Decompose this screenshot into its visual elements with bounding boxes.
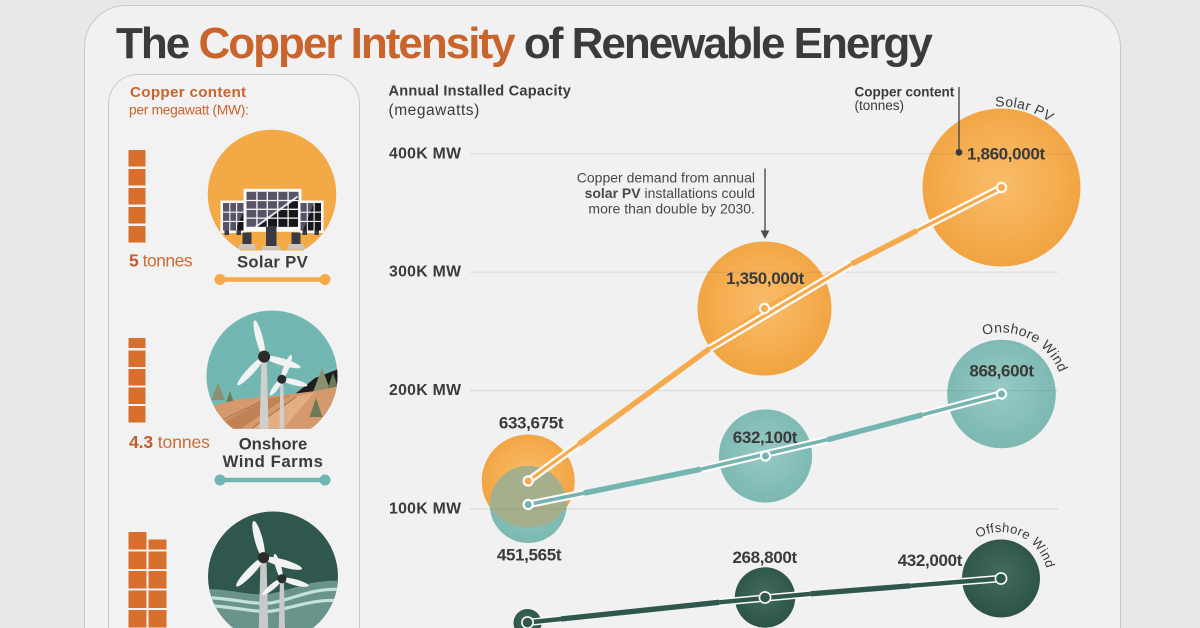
svg-text:632,100t: 632,100t [733,428,798,447]
svg-text:100K MW: 100K MW [389,500,461,517]
svg-text:200K MW: 200K MW [389,382,461,399]
svg-text:(megawatts): (megawatts) [389,102,480,119]
svg-text:432,000t: 432,000t [898,551,963,570]
svg-text:1,350,000t: 1,350,000t [726,269,804,288]
svg-text:Copper demand from annual: Copper demand from annual [577,170,755,186]
svg-text:Copper content: Copper content [130,84,246,101]
svg-text:868,600t: 868,600t [969,362,1034,381]
svg-text:Onshore: Onshore [239,435,308,454]
svg-text:The Copper Intensity of Renewa: The Copper Intensity of Renewable Energy [116,19,933,68]
svg-text:633,675t: 633,675t [499,414,564,433]
svg-text:300K MW: 300K MW [389,264,461,281]
svg-text:451,565t: 451,565t [497,545,562,564]
svg-text:Solar PV: Solar PV [237,253,309,272]
svg-text:Annual Installed Capacity: Annual Installed Capacity [389,84,572,100]
svg-text:solar PV installations could: solar PV installations could [585,185,755,201]
svg-text:1,860,000t: 1,860,000t [967,145,1045,164]
svg-text:Wind Farms: Wind Farms [223,452,324,471]
svg-text:268,800t: 268,800t [732,548,797,567]
svg-text:more than double by 2030.: more than double by 2030. [588,200,755,216]
svg-text:5 tonnes: 5 tonnes [129,251,193,271]
svg-text:Copper content: Copper content [855,85,955,100]
svg-text:4.3 tonnes: 4.3 tonnes [129,432,210,452]
svg-text:400K MW: 400K MW [389,145,461,162]
svg-text:(tonnes): (tonnes) [855,98,905,113]
svg-text:per megawatt (MW):: per megawatt (MW): [129,103,249,118]
